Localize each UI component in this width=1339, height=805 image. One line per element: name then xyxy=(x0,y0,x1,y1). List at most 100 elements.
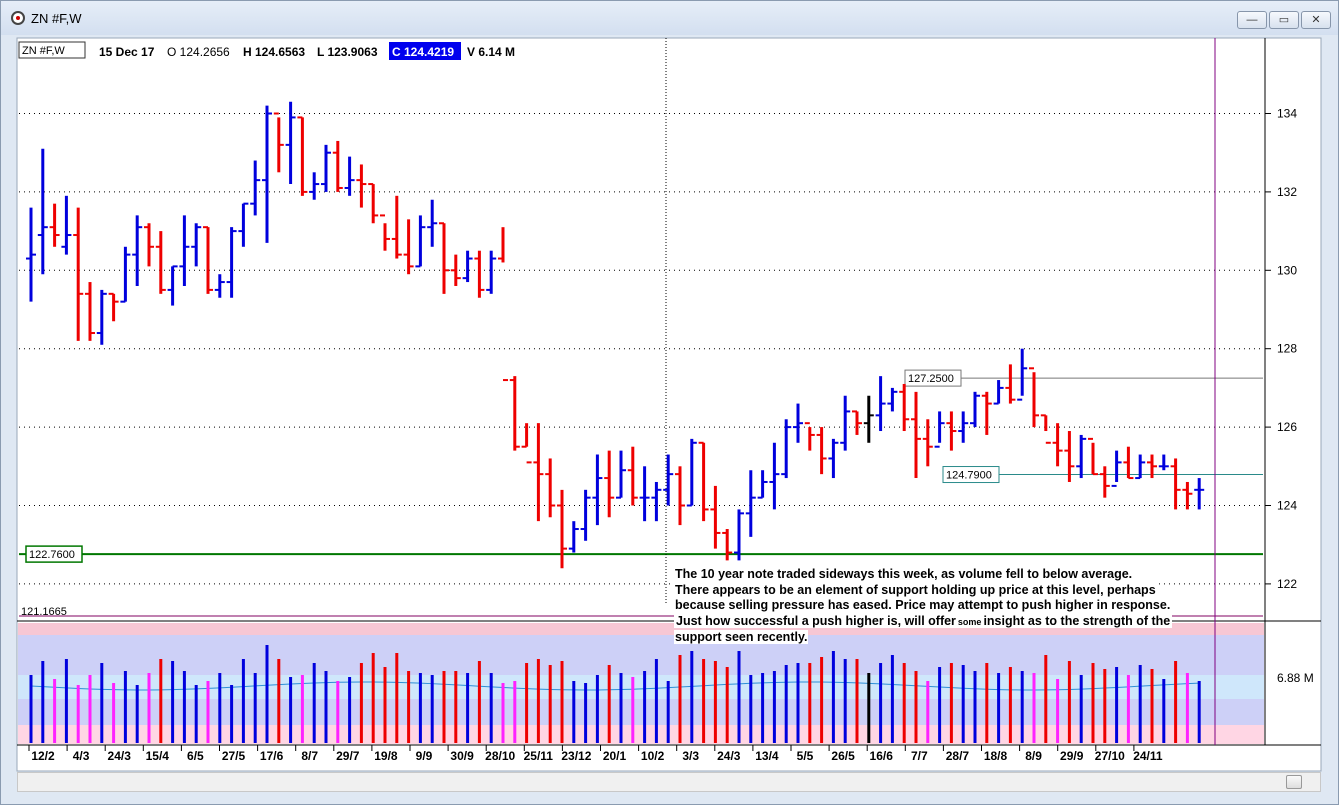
ohlc-bar xyxy=(981,391,992,435)
low-level-label: 121.1665 xyxy=(21,606,67,618)
date-tick-label: 7/7 xyxy=(911,749,928,763)
window-title: ZN #F,W xyxy=(31,11,82,26)
ohlc-bar xyxy=(403,219,414,275)
horizontal-scrollbar[interactable] xyxy=(17,772,1321,792)
header-low: L 123.9063 xyxy=(317,45,378,59)
ohlc-bar xyxy=(191,223,202,267)
header-open: O 124.2656 xyxy=(167,45,230,59)
ohlc-bar xyxy=(368,183,379,224)
ohlc-bar xyxy=(380,214,390,251)
ohlc-bar xyxy=(1052,423,1063,467)
header-volume: V 6.14 M xyxy=(467,45,515,59)
ohlc-bar xyxy=(509,376,520,451)
date-tick-label: 20/1 xyxy=(603,749,627,763)
date-axis: 12/2 4/3 24/3 15/4 6/5 27/5 17/6 8/7 29/7 19/8 9/9… xyxy=(28,745,1163,763)
ohlc-bar xyxy=(521,423,532,464)
ohlc-bar xyxy=(26,207,36,302)
annotation-line-3: because selling pressure has eased. Pric… xyxy=(674,598,1172,612)
ohlc-bar xyxy=(686,438,697,507)
ohlc-bar xyxy=(592,454,603,526)
ohlc-bar xyxy=(840,395,851,451)
ohlc-bar xyxy=(214,274,225,298)
date-tick-label: 4/3 xyxy=(73,749,90,763)
ohlc-bar xyxy=(580,489,591,541)
ohlc-bar xyxy=(332,140,343,192)
ohlc-bar xyxy=(651,481,662,522)
header-high: H 124.6563 xyxy=(243,45,305,59)
date-tick-label: 19/8 xyxy=(374,749,398,763)
date-tick-label: 26/5 xyxy=(831,749,855,763)
price-tick-label: 128 xyxy=(1277,342,1297,356)
ohlc-bar xyxy=(710,485,721,549)
volume-bars xyxy=(29,645,1201,743)
ohlc-bar xyxy=(722,529,733,561)
date-tick-label: 10/2 xyxy=(641,749,665,763)
ohlc-bar xyxy=(450,254,461,286)
ohlc-bar xyxy=(1064,431,1075,482)
price-tick-label: 126 xyxy=(1277,420,1297,434)
ohlc-bar xyxy=(533,423,544,522)
ohlc-bar xyxy=(557,489,567,569)
title-bar[interactable]: ZN #F,W — ▭ ✕ xyxy=(1,1,1338,35)
ohlc-bar xyxy=(273,112,284,173)
ohlc-bar xyxy=(616,450,626,499)
ohlc-bar xyxy=(1182,481,1193,510)
horizontal-levels: 122.7600 127.2500 124.7900 121.1665 xyxy=(19,369,1263,618)
app-icon[interactable] xyxy=(11,11,25,25)
support-label: 122.7600 xyxy=(29,549,75,561)
ohlc-bar xyxy=(203,226,213,294)
ohlc-bar xyxy=(863,395,874,443)
ohlc-bar xyxy=(427,199,438,247)
ohlc-bar xyxy=(144,223,154,267)
date-tick-label: 5/5 xyxy=(797,749,814,763)
ohlc-bar xyxy=(344,156,355,196)
scrollbar-thumb[interactable] xyxy=(1286,775,1302,789)
ohlc-bar xyxy=(297,116,308,196)
ohlc-bar xyxy=(1099,466,1110,498)
price-tick-label: 122 xyxy=(1277,577,1297,591)
volume-average-line xyxy=(30,681,1200,691)
ohlc-bar xyxy=(73,207,84,341)
date-tick-label: 28/7 xyxy=(946,749,970,763)
ohlc-bar xyxy=(970,391,980,428)
ohlc-bar xyxy=(663,454,674,506)
ohlc-bar xyxy=(698,441,709,522)
ohlc-bar xyxy=(108,292,119,322)
ohlc-bar xyxy=(875,376,886,432)
date-tick-label: 8/7 xyxy=(301,749,318,763)
ohlc-header: ZN #F,W 15 Dec 17 O 124.2656 H 124.6563 … xyxy=(18,41,515,60)
date-tick-label: 18/8 xyxy=(984,749,1008,763)
date-tick-label: 16/6 xyxy=(870,749,894,763)
ohlc-bar xyxy=(1076,434,1087,479)
ohlc-bar xyxy=(545,458,556,518)
ohlc-bar xyxy=(568,521,579,553)
ohlc-bar xyxy=(155,231,166,294)
resistance-label: 127.2500 xyxy=(908,373,954,385)
ohlc-bar xyxy=(993,380,1004,405)
header-close: C 124.4219 xyxy=(392,45,454,59)
ohlc-bar xyxy=(604,450,615,518)
ohlc-bar xyxy=(37,148,48,275)
ohlc-bar xyxy=(132,215,143,286)
volume-axis-label: 6.88 M xyxy=(1277,671,1314,685)
minimize-button[interactable]: — xyxy=(1237,11,1267,29)
date-tick-label: 29/7 xyxy=(336,749,360,763)
ohlc-bar xyxy=(922,419,933,467)
date-tick-label: 13/4 xyxy=(755,749,779,763)
symbol-box[interactable]: ZN #F,W xyxy=(22,45,65,57)
price-tick-label: 132 xyxy=(1277,185,1297,199)
ohlc-bar xyxy=(899,383,910,432)
maximize-button[interactable]: ▭ xyxy=(1269,11,1299,29)
close-button[interactable]: ✕ xyxy=(1301,11,1331,29)
ohlc-bar xyxy=(675,466,685,526)
ohlc-bar xyxy=(1088,437,1098,476)
ohlc-bar xyxy=(285,101,296,185)
ohlc-bar xyxy=(391,195,402,259)
date-tick-label: 24/3 xyxy=(108,749,132,763)
price-tick-label: 130 xyxy=(1277,263,1297,277)
date-tick-label: 9/9 xyxy=(416,749,433,763)
ohlc-bar xyxy=(179,215,190,286)
ohlc-bar xyxy=(781,419,792,479)
